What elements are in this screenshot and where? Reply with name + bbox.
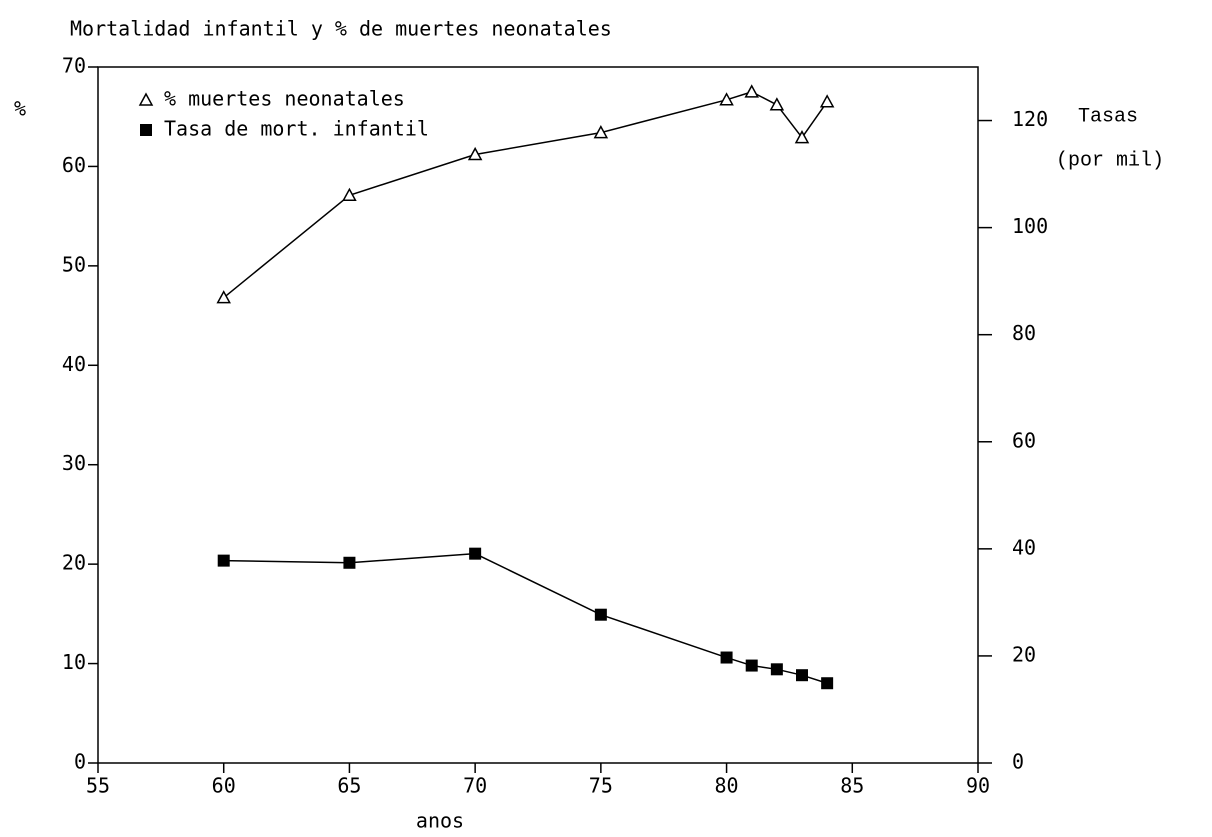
- y2-tick-label: 20: [1012, 642, 1036, 666]
- marker: [720, 651, 733, 664]
- x-tick-label: 60: [212, 774, 236, 798]
- marker: [794, 130, 810, 144]
- y-axis-label: %: [14, 97, 26, 121]
- x-tick-label: 55: [86, 774, 110, 798]
- marker: [719, 92, 734, 106]
- y-tick-label: 70: [62, 54, 86, 78]
- x-tick-label: 65: [337, 774, 361, 798]
- y-tick-label: 30: [62, 451, 86, 475]
- y-tick-label: 0: [74, 750, 86, 774]
- marker: [593, 125, 609, 139]
- legend-marker: [140, 124, 152, 136]
- marker: [594, 608, 607, 621]
- y2-tick-label: 0: [1012, 750, 1024, 774]
- marker: [769, 97, 785, 111]
- x-tick-label: 80: [715, 774, 739, 798]
- y-tick-label: 40: [62, 352, 86, 376]
- chart-title: Mortalidad infantil y % de muertes neona…: [70, 17, 612, 41]
- legend-marker: [138, 92, 154, 106]
- x-tick-label: 70: [463, 774, 487, 798]
- y2-axis-label: (por mil): [1056, 149, 1164, 172]
- marker: [745, 659, 758, 672]
- marker: [342, 187, 357, 202]
- marker: [217, 554, 230, 567]
- y-tick-label: 50: [62, 252, 86, 276]
- y2-tick-label: 40: [1012, 535, 1036, 559]
- y2-tick-label: 80: [1012, 321, 1036, 345]
- y-tick-label: 20: [62, 551, 86, 575]
- x-tick-label: 90: [966, 774, 990, 798]
- y2-tick-label: 60: [1012, 428, 1036, 452]
- plot-frame: [97, 66, 979, 764]
- legend-label: Tasa de mort. infantil: [164, 117, 429, 141]
- marker: [770, 663, 783, 676]
- marker: [821, 677, 834, 690]
- y-tick-label: 10: [62, 650, 86, 674]
- marker: [343, 556, 356, 569]
- marker: [819, 94, 835, 108]
- series-line: [223, 552, 828, 684]
- x-tick-label: 85: [840, 774, 864, 798]
- y-tick-label: 60: [62, 153, 86, 177]
- y2-tick-label: 100: [1012, 214, 1048, 238]
- marker: [467, 146, 483, 161]
- x-tick-label: 75: [589, 774, 613, 798]
- x-axis-label: anos: [416, 809, 464, 833]
- marker: [216, 290, 231, 304]
- marker: [744, 84, 759, 98]
- y2-tick-label: 120: [1012, 107, 1048, 131]
- marker: [469, 547, 482, 560]
- marker: [796, 669, 808, 682]
- legend-label: % muertes neonatales: [164, 87, 405, 111]
- y2-axis-label: Tasas: [1078, 105, 1138, 128]
